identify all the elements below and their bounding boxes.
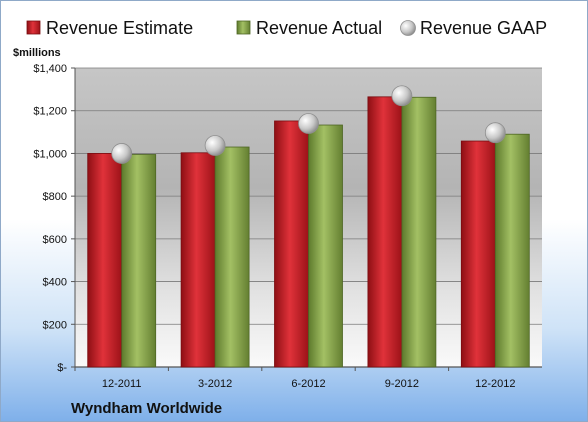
bar-revenue-actual	[121, 154, 157, 368]
legend-label-revenue-actual: Revenue Actual	[256, 18, 382, 38]
legend-swatch-revenue-actual	[236, 20, 251, 35]
bar-revenue-estimate	[180, 152, 216, 368]
bar-revenue-actual	[494, 133, 530, 368]
bar-revenue-estimate	[87, 153, 123, 368]
bar-revenue-actual	[401, 96, 437, 368]
x-tick-label: 12-2011	[102, 378, 142, 390]
bar-revenue-actual	[214, 146, 250, 368]
marker-revenue-gaap	[111, 143, 133, 164]
y-tick-label: $600	[43, 234, 67, 246]
y-tick-label: $-	[57, 362, 67, 374]
bar-revenue-estimate	[274, 120, 309, 368]
marker-revenue-gaap	[484, 122, 506, 144]
y-tick-label: $1,200	[33, 106, 67, 118]
marker-revenue-gaap	[298, 113, 319, 134]
y-tick-label: $400	[43, 277, 67, 289]
gaap-markers	[111, 85, 506, 164]
y-tick-label: $800	[43, 191, 67, 203]
company-name: Wyndham Worldwide	[71, 400, 222, 417]
marker-revenue-gaap	[391, 85, 413, 107]
legend-label-revenue-gaap: Revenue GAAP	[420, 18, 547, 38]
x-tick-label: 6-2012	[291, 378, 325, 390]
y-tick-label: $1,400	[33, 63, 67, 75]
bar-revenue-estimate	[367, 96, 403, 368]
marker-revenue-gaap	[204, 135, 226, 156]
bar-revenue-estimate	[460, 140, 496, 368]
x-tick-label: 12-2012	[475, 378, 515, 390]
legend-label-revenue-estimate: Revenue Estimate	[46, 18, 193, 38]
y-tick-label: $1,000	[33, 148, 67, 160]
y-axis-ticks: $- $200 $400 $600 $800 $1,000 $1,200 $1,400	[33, 63, 67, 374]
x-axis-ticks: 12-2011 3-2012 6-2012 9-2012 12-2012	[74, 367, 515, 390]
x-tick-label: 9-2012	[385, 378, 419, 390]
bar-revenue-actual	[308, 124, 343, 368]
legend-swatch-revenue-estimate	[26, 20, 41, 35]
x-tick-label: 3-2012	[198, 378, 232, 390]
y-tick-label: $200	[43, 319, 67, 331]
legend-swatch-revenue-gaap	[400, 20, 416, 36]
legend: Revenue Estimate Revenue Actual Revenue GA…	[26, 18, 547, 38]
bars	[87, 96, 530, 368]
y-axis-unit-label: $millions	[13, 47, 61, 59]
